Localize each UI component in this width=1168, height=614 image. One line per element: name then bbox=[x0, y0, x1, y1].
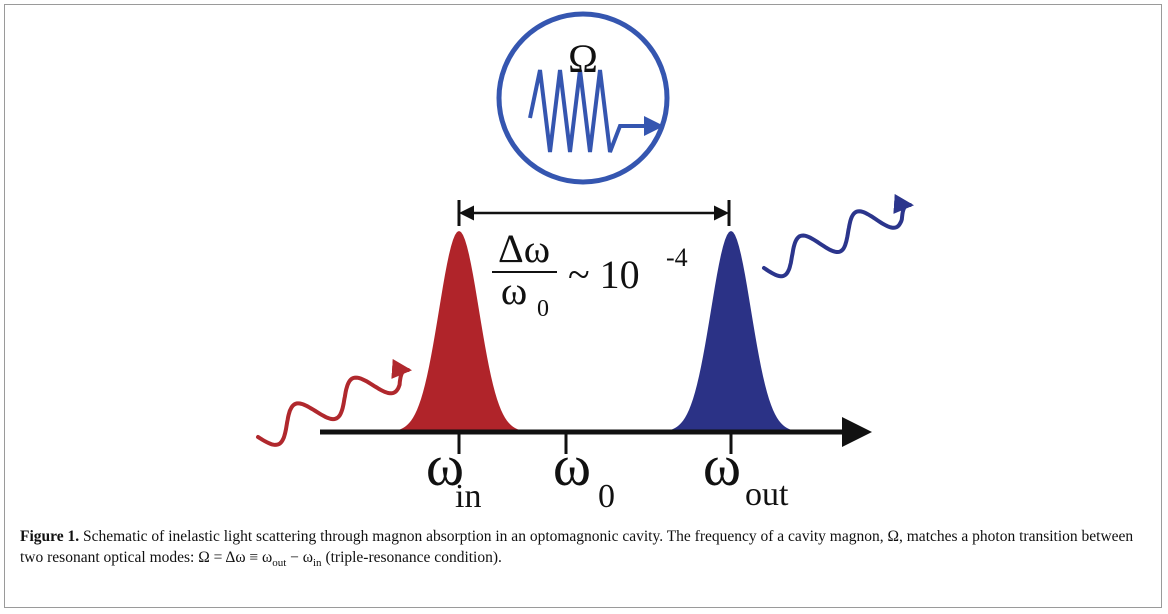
ratio-exponent: -4 bbox=[666, 243, 688, 272]
caption-subscript: out bbox=[272, 557, 286, 569]
caption-subscript: in bbox=[313, 557, 322, 569]
caption: Figure 1. Schematic of inelastic light s… bbox=[20, 526, 1150, 574]
caption-text: Schematic of inelastic light scattering … bbox=[20, 528, 1133, 566]
caption-text: − ω bbox=[286, 549, 313, 566]
outgoing-photon bbox=[764, 205, 910, 276]
ratio-relation: ~ 10 bbox=[568, 252, 640, 297]
axis-label: ω bbox=[703, 433, 741, 498]
ratio-denominator: ω bbox=[501, 268, 527, 313]
magnon-label: Ω bbox=[568, 36, 598, 81]
caption-text: (triple-resonance condition). bbox=[322, 549, 502, 566]
ratio-numerator: Δω bbox=[498, 226, 550, 271]
axis-label: ω bbox=[553, 433, 591, 498]
figure: Ω Δω ω 0 ~ 10 -4 ω in ω 0 ω out bbox=[0, 0, 1168, 520]
blue-peak bbox=[671, 231, 791, 432]
caption-label: Figure 1. bbox=[20, 528, 79, 545]
axis-label-sub: in bbox=[455, 478, 481, 515]
axis-label-sub: 0 bbox=[598, 478, 615, 515]
axis-label-sub: out bbox=[745, 476, 789, 513]
ratio-denominator-sub: 0 bbox=[537, 296, 549, 322]
magnon-spring bbox=[530, 70, 660, 152]
